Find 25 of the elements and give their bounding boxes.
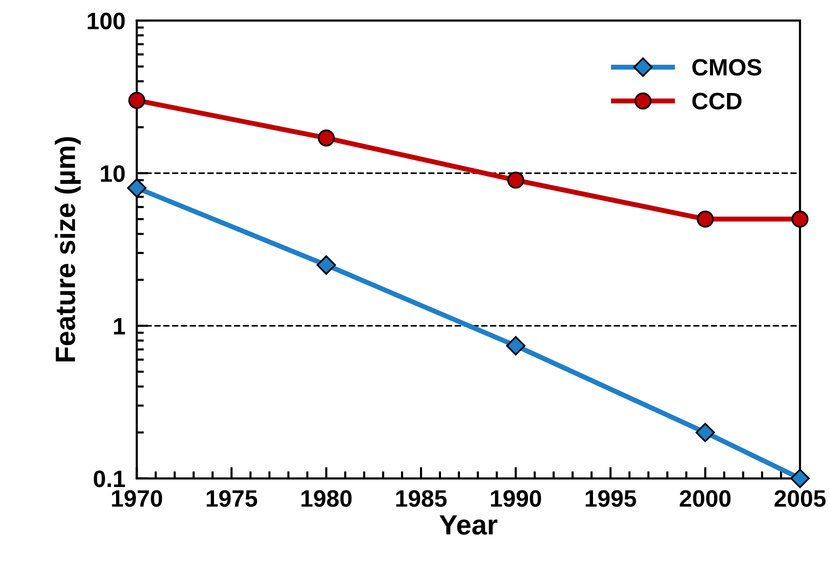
x-tick-label: 2005 <box>774 490 826 507</box>
legend-label: CCD <box>692 92 742 110</box>
y-axis-title: Feature size (µm) <box>54 137 81 362</box>
x-tick-label: 1980 <box>301 490 352 507</box>
x-axis-title: Year <box>440 515 498 535</box>
point <box>318 130 335 146</box>
point <box>696 210 714 228</box>
y-tick-label: 10 <box>100 165 125 182</box>
legend-label: CMOS <box>692 58 762 76</box>
x-tick-label: 1985 <box>396 490 447 507</box>
x-tick-label: 1970 <box>112 490 162 507</box>
y-tick-label: 1 <box>114 318 126 334</box>
point <box>507 172 524 189</box>
point <box>506 336 526 356</box>
x-tick-label: 2000 <box>680 490 731 507</box>
x-tick-label: 1975 <box>206 490 258 507</box>
y-tick-label: 0.1 <box>94 470 126 488</box>
x-tick-label: 1990 <box>490 490 542 507</box>
point <box>127 178 146 198</box>
point <box>316 255 336 275</box>
y-tick-label: 100 <box>88 12 125 30</box>
point <box>128 92 146 109</box>
point <box>792 210 808 228</box>
point <box>696 422 715 442</box>
x-tick-label: 1995 <box>586 490 636 507</box>
